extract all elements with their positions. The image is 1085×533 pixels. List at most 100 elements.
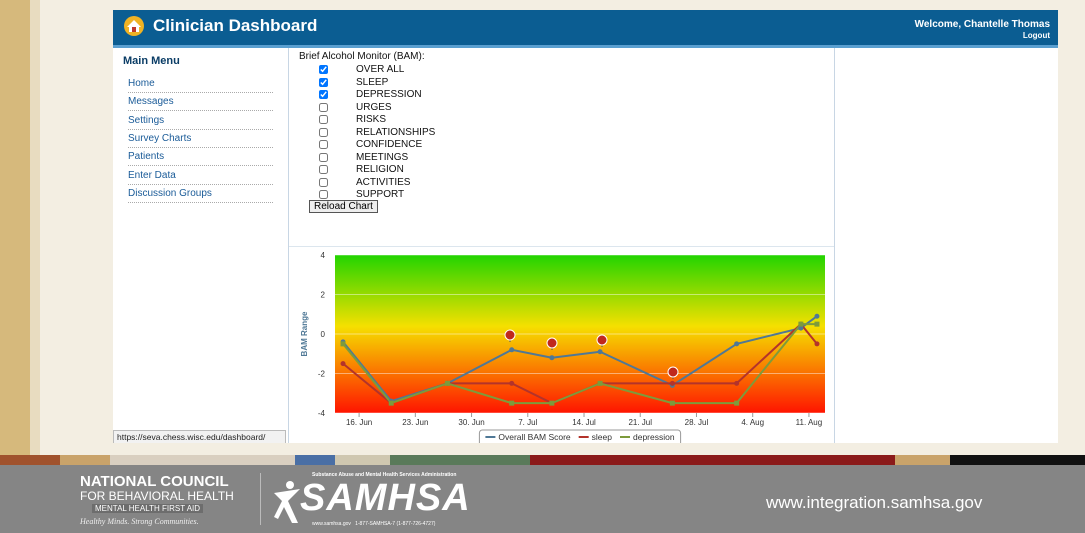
header: Clinician Dashboard Welcome, Chantelle T… bbox=[113, 10, 1058, 48]
x-tick-label: 21. Jul bbox=[628, 418, 652, 427]
option-label: RISKS bbox=[356, 114, 387, 125]
y-axis-label: BAM Range bbox=[300, 311, 309, 356]
legend: Overall BAM Score sleep depression bbox=[478, 429, 682, 443]
menu-item[interactable]: Survey Charts bbox=[128, 133, 273, 148]
option-label: RELIGION bbox=[356, 164, 404, 175]
option-label: OVER ALL bbox=[356, 64, 405, 75]
x-tick-label: 30. Jun bbox=[458, 418, 484, 427]
point bbox=[734, 380, 740, 386]
nc-tagline: Healthy Minds. Strong Communities. bbox=[80, 517, 199, 526]
checkbox[interactable] bbox=[319, 77, 328, 87]
samhsa-top: Substance Abuse and Mental Health Servic… bbox=[312, 472, 457, 478]
site-url[interactable]: www.integration.samhsa.gov bbox=[766, 493, 983, 512]
point bbox=[597, 349, 603, 355]
option-label: URGES bbox=[356, 101, 392, 113]
legend-label: Overall BAM Score bbox=[498, 432, 571, 442]
point bbox=[814, 313, 820, 319]
x-tick-label: 23. Jun bbox=[402, 418, 428, 427]
legend-label: sleep bbox=[592, 432, 613, 442]
point bbox=[798, 321, 804, 327]
menu-item[interactable]: Home bbox=[128, 78, 273, 93]
series-line bbox=[342, 323, 817, 405]
point bbox=[814, 341, 820, 347]
status-url: https://seva.chess.wisc.edu/dashboard/ bbox=[113, 430, 286, 443]
y-tick-label: 0 bbox=[321, 330, 326, 339]
color-stripe bbox=[0, 455, 1085, 465]
checkbox[interactable] bbox=[319, 127, 328, 137]
menu-item[interactable]: Enter Data bbox=[128, 170, 273, 185]
checkbox[interactable] bbox=[319, 152, 328, 162]
menu-title: Main Menu bbox=[123, 55, 180, 67]
point bbox=[509, 400, 515, 406]
option-label: DEPRESSION bbox=[356, 89, 422, 100]
checkbox[interactable] bbox=[319, 165, 328, 174]
point bbox=[798, 325, 804, 331]
side-stripe bbox=[0, 0, 30, 455]
flag bbox=[504, 329, 516, 341]
menu-item[interactable]: Settings bbox=[128, 115, 273, 130]
checkbox[interactable] bbox=[319, 65, 328, 74]
y-tick-label: -4 bbox=[318, 409, 326, 418]
menu: Main Menu Home Messages Settings Survey Cha… bbox=[113, 48, 289, 443]
checkbox[interactable] bbox=[319, 90, 328, 99]
nc-line3: MENTAL HEALTH FIRST AID bbox=[92, 504, 204, 513]
checkbox[interactable] bbox=[319, 102, 328, 112]
x-tick-label: 28. Jul bbox=[685, 418, 709, 427]
divider bbox=[260, 473, 261, 525]
menu-item[interactable]: Patients bbox=[128, 151, 273, 167]
point bbox=[340, 341, 346, 347]
option-label: CONFIDENCE bbox=[356, 139, 423, 150]
separator bbox=[289, 246, 834, 247]
side-stripe bbox=[30, 0, 40, 455]
menu-item[interactable]: Discussion Groups bbox=[128, 188, 273, 203]
plot-background bbox=[335, 255, 825, 413]
y-tick-label: 4 bbox=[321, 251, 326, 260]
point bbox=[597, 380, 603, 386]
x-tick-label: 7. Jul bbox=[518, 418, 537, 427]
option-label: MEETINGS bbox=[356, 151, 409, 163]
welcome: Welcome, Chantelle Thomas bbox=[914, 19, 1050, 30]
y-tick-label: -2 bbox=[318, 370, 326, 379]
legend-label: depression bbox=[633, 432, 675, 442]
nc-line2: FOR BEHAVIORAL HEALTH bbox=[80, 489, 234, 503]
point bbox=[669, 380, 675, 386]
header-title: Clinician Dashboard bbox=[153, 16, 318, 35]
x-tick-label: 11. Aug bbox=[796, 418, 823, 427]
point bbox=[734, 400, 740, 406]
flag bbox=[546, 337, 558, 349]
option-label: SUPPORT bbox=[356, 189, 405, 200]
samhsa-bottom: www.samhsa.gov 1-877-SAMHSA-7 (1-877-726… bbox=[312, 521, 436, 527]
footer: NATIONAL COUNCIL FOR BEHAVIORAL HEALTH M… bbox=[0, 465, 1085, 533]
x-tick-label: 16. Jun bbox=[346, 418, 372, 427]
point bbox=[734, 341, 740, 347]
checkbox[interactable] bbox=[319, 177, 328, 187]
checkbox[interactable] bbox=[319, 190, 328, 199]
reload-button[interactable]: Reload Chart bbox=[309, 200, 378, 213]
point bbox=[669, 400, 675, 406]
samhsa-logo: SAMHSA bbox=[300, 477, 471, 519]
point bbox=[509, 380, 515, 386]
point bbox=[340, 361, 346, 367]
option-label: SLEEP bbox=[356, 76, 389, 88]
samhsa-figure bbox=[274, 481, 300, 523]
point bbox=[509, 347, 515, 353]
y-tick-label: 2 bbox=[321, 291, 326, 300]
point bbox=[814, 321, 820, 327]
browser-window: Clinician Dashboard Welcome, Chantelle T… bbox=[113, 10, 1058, 443]
logout-link[interactable]: Logout bbox=[1022, 31, 1050, 40]
point bbox=[388, 400, 394, 406]
home-icon bbox=[124, 16, 144, 36]
option-label: RELATIONSHIPS bbox=[356, 126, 436, 138]
flag bbox=[667, 366, 679, 378]
menu-item[interactable]: Messages bbox=[128, 96, 273, 112]
x-tick-label: 4. Aug bbox=[741, 418, 764, 427]
content: Brief Alcohol Monitor (BAM): Reload Char… bbox=[289, 48, 835, 443]
nc-line1: NATIONAL COUNCIL bbox=[80, 473, 229, 490]
checkbox[interactable] bbox=[319, 115, 328, 124]
point bbox=[444, 380, 450, 386]
flag bbox=[596, 334, 608, 346]
point bbox=[549, 400, 555, 406]
checkbox[interactable] bbox=[319, 140, 328, 149]
chart: BAM Range -4 -2 0 2 4 16. Jun 23. Jun 30. Jun 7.… bbox=[300, 251, 825, 443]
